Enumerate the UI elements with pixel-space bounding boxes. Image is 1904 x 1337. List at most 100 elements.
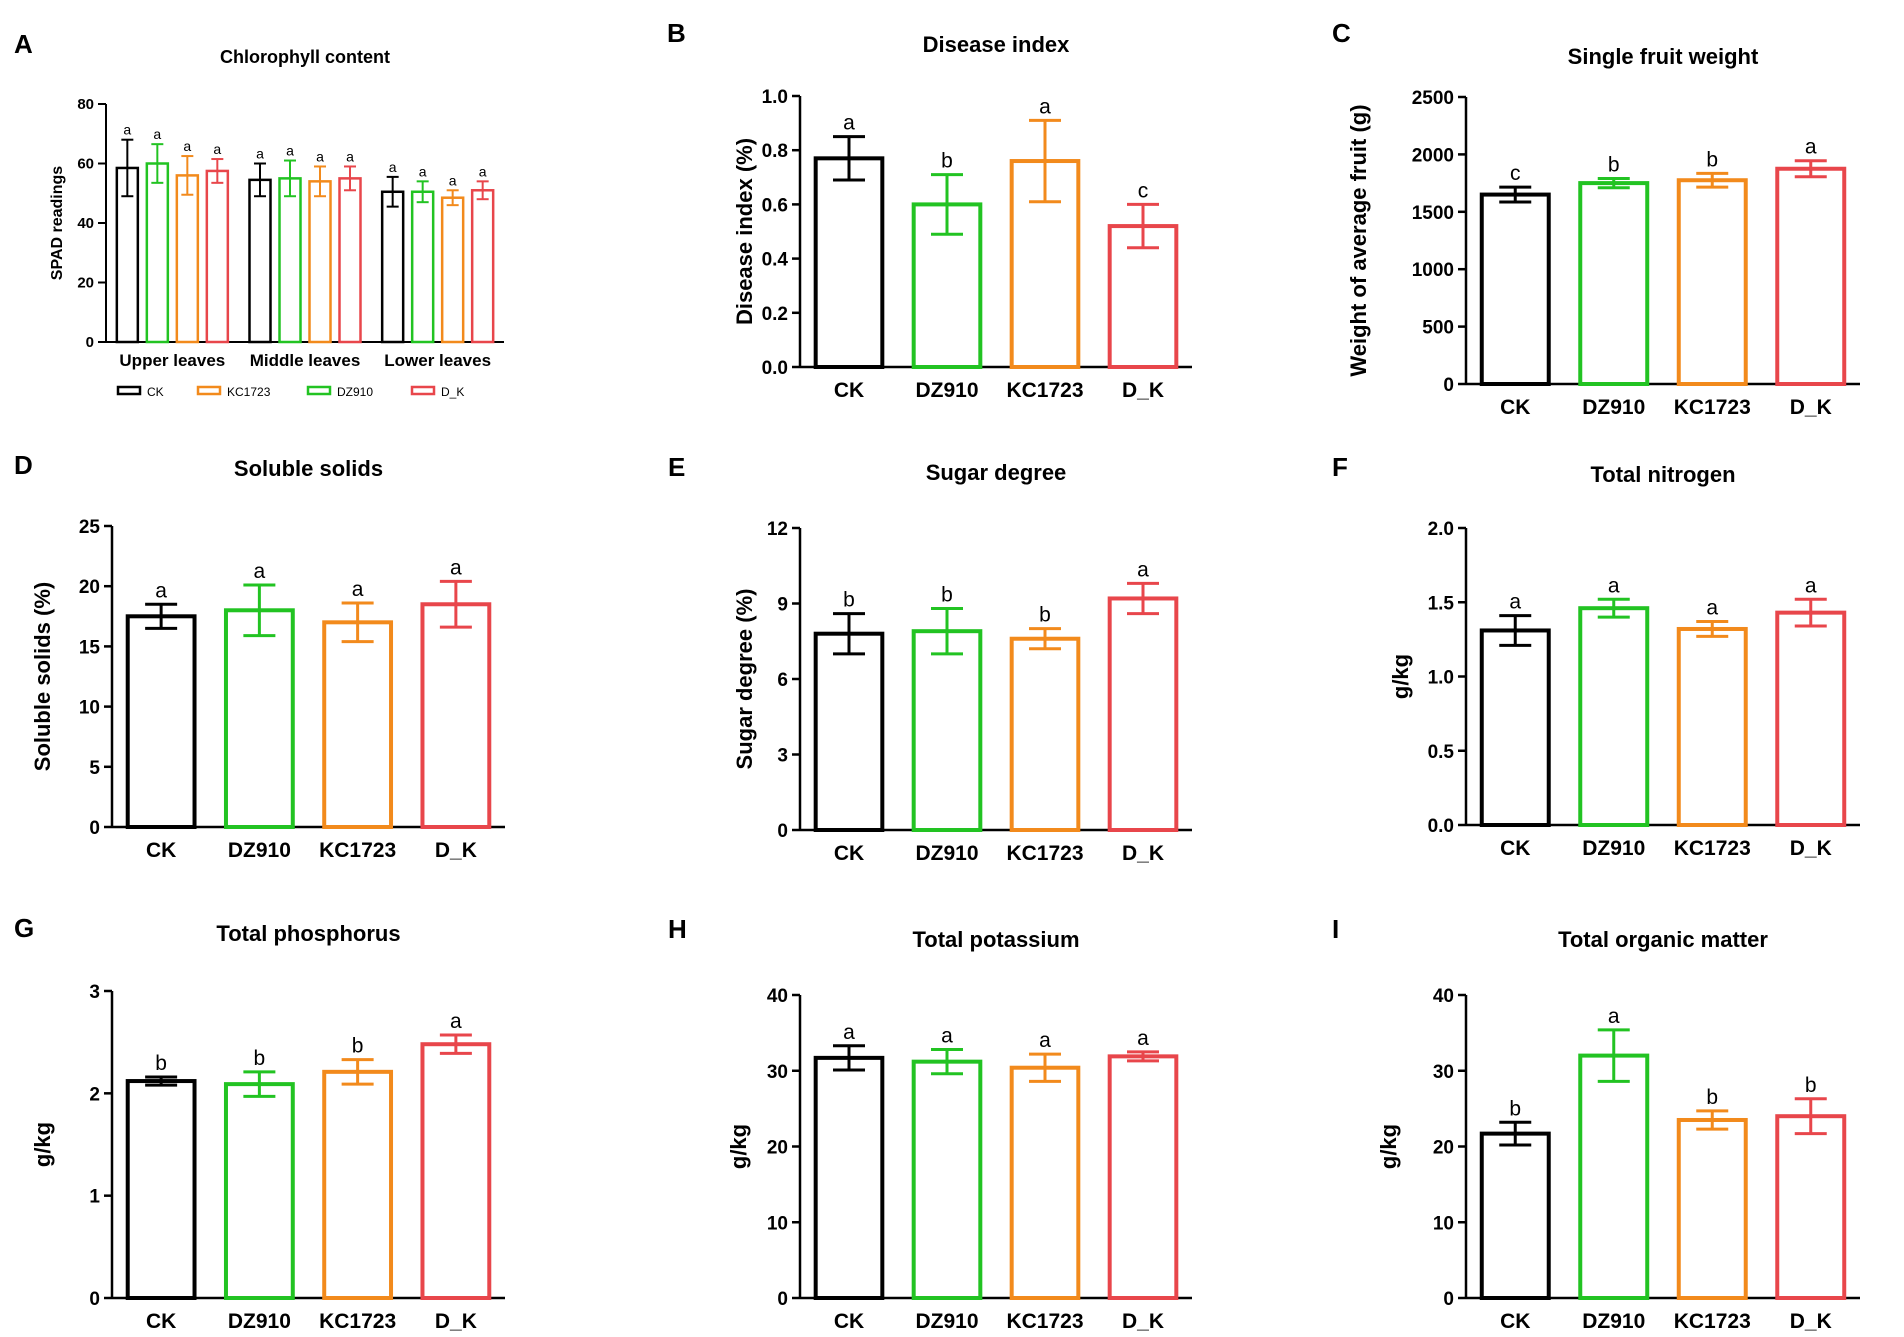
significance-letter: a [1805,574,1817,597]
bar-ck-1 [248,178,272,344]
x-tick-label: CK [1500,837,1530,860]
bar-kc1723-0 [175,174,200,344]
y-tick-label: 0.2 [762,304,788,325]
x-tick-label: D_K [1790,1310,1832,1333]
chart-title: Sugar degree [926,460,1067,485]
significance-letter: c [1138,179,1149,202]
significance-letter: a [346,148,354,164]
legend-swatch-dz910 [306,385,332,396]
panel-label: C [1332,18,1351,48]
bar-kc1723 [1009,1065,1081,1300]
bar-kc1723-2 [440,196,465,344]
significance-letter: a [389,159,397,175]
bar-ck [1479,192,1551,386]
y-tick-label: 500 [1422,318,1454,339]
legend-label: CK [147,385,164,399]
panel-label: H [668,914,687,944]
bar-ck-2 [380,190,405,344]
y-tick-label: 1.0 [1428,668,1454,689]
x-tick-label: DZ910 [1582,837,1645,860]
x-tick-label: KC1723 [319,839,396,862]
significance-letter: a [419,163,427,179]
x-tick-label: DZ910 [915,1310,978,1333]
chart-title: Disease index [923,32,1071,57]
bar-dz910 [223,1082,295,1300]
y-tick-label: 0.0 [1428,816,1454,837]
y-tick-label: 12 [767,519,788,540]
y-tick-label: 0.4 [762,250,789,271]
y-tick-label: 20 [79,577,100,598]
y-axis-label: Soluble solids (%) [30,582,55,771]
bar-dz910-1 [278,177,302,344]
bar-d_k [1775,610,1847,828]
x-tick-label: CK [1500,396,1530,419]
y-tick-label: 0 [89,1289,100,1310]
panel-B: B Disease index 0.0 0.2 0.4 0.6 0.8 1.0 Disease … [667,18,1192,402]
significance-letter: a [1039,1029,1051,1052]
panel-C: C Single fruit weight 0 500 1000 1500 2000 2500… [1332,18,1860,419]
x-tick-label: Upper leaves [119,351,225,370]
y-tick-label: 0 [777,821,788,842]
x-tick-label: D_K [435,1310,477,1333]
y-tick-label: 0 [777,1289,788,1310]
significance-letter: a [1509,591,1521,614]
panel-A: A Chlorophyll content 0 20 40 60 80 SPAD readin… [14,29,504,399]
y-tick-label: 10 [767,1213,788,1234]
significance-letter: b [1039,604,1051,627]
significance-letter: a [450,556,462,579]
y-tick-label: 40 [767,986,788,1007]
significance-letter: b [941,584,953,607]
panel-label: F [1332,452,1348,482]
y-tick-label: 1.0 [762,87,788,108]
significance-letter: b [1509,1097,1521,1120]
panel-F: F Total nitrogen 0.0 0.5 1.0 1.5 2.0 g/kg a CK a DZ… [1332,452,1860,860]
y-tick-label: 0 [1443,375,1454,396]
significance-letter: a [155,579,167,602]
panel-label: B [667,18,686,48]
panel-label: G [14,913,34,943]
significance-letter: b [941,150,953,173]
significance-letter: a [1706,597,1718,620]
significance-letter: b [155,1052,167,1075]
bar-dz910 [1578,606,1650,827]
x-tick-label: D_K [435,839,477,862]
y-tick-label: 0 [86,334,94,351]
bar-ck [125,1079,197,1301]
significance-letter: b [1805,1074,1817,1097]
y-tick-label: 20 [767,1138,788,1159]
y-axis-label: g/kg [30,1122,55,1167]
bar-d_k [1107,1054,1179,1301]
chart-title: Total potassium [912,927,1079,952]
bar-dz910 [911,629,983,833]
bar-ck [813,156,885,369]
y-tick-label: 30 [767,1062,788,1083]
bar-d_k [420,602,492,830]
bar-dz910-2 [410,190,435,344]
y-tick-label: 40 [1433,986,1454,1007]
significance-letter: b [1706,148,1718,171]
x-tick-label: KC1723 [1674,396,1751,419]
y-tick-label: 2.0 [1428,519,1454,540]
x-tick-label: CK [1500,1310,1530,1333]
y-tick-label: 3 [777,746,788,767]
bar-d_k-1 [338,177,362,344]
bar-dz910 [1578,1053,1650,1300]
y-tick-label: 2000 [1412,145,1454,166]
y-tick-label: 0.5 [1428,742,1455,763]
y-axis-label: SPAD readings [49,166,66,281]
x-tick-label: D_K [1790,396,1832,419]
y-tick-label: 2500 [1412,88,1454,109]
y-tick-label: 0 [89,818,100,839]
x-tick-label: CK [834,842,864,865]
y-tick-label: 0 [1443,1289,1454,1310]
significance-letter: b [1608,154,1620,177]
y-tick-label: 0.8 [762,141,788,162]
x-tick-label: CK [834,1310,864,1333]
significance-letter: a [286,143,294,159]
panel-I: I Total organic matter 0 10 20 30 40 g/kg b CK a DZ… [1332,914,1860,1333]
y-axis-label: Weight of average fruit (g) [1346,104,1371,376]
legend-swatch-ck [116,385,142,396]
bar-kc1723 [322,620,394,829]
y-tick-label: 15 [79,637,101,658]
x-tick-label: D_K [1122,842,1164,865]
